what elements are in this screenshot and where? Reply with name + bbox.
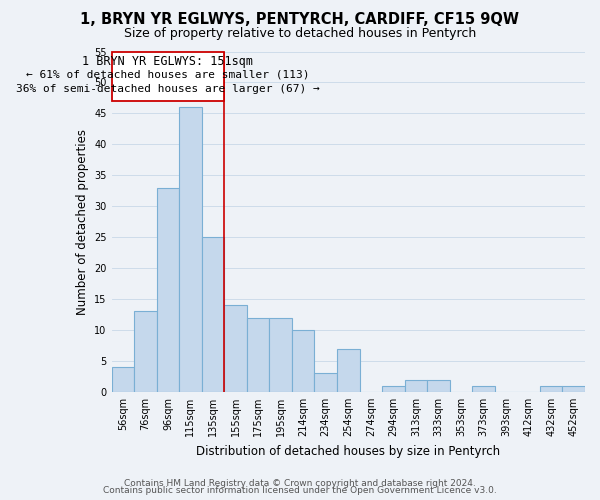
- Bar: [540, 386, 562, 392]
- Bar: [404, 380, 427, 392]
- Text: 1 BRYN YR EGLWYS: 151sqm: 1 BRYN YR EGLWYS: 151sqm: [82, 55, 253, 68]
- X-axis label: Distribution of detached houses by size in Pentyrch: Distribution of detached houses by size …: [196, 444, 500, 458]
- Bar: [472, 386, 495, 392]
- Y-axis label: Number of detached properties: Number of detached properties: [76, 128, 89, 314]
- Bar: [112, 367, 134, 392]
- Bar: [134, 312, 157, 392]
- Text: Contains public sector information licensed under the Open Government Licence v3: Contains public sector information licen…: [103, 486, 497, 495]
- Bar: [314, 374, 337, 392]
- Text: 1, BRYN YR EGLWYS, PENTYRCH, CARDIFF, CF15 9QW: 1, BRYN YR EGLWYS, PENTYRCH, CARDIFF, CF…: [80, 12, 520, 28]
- Bar: [112, 52, 224, 101]
- Text: Contains HM Land Registry data © Crown copyright and database right 2024.: Contains HM Land Registry data © Crown c…: [124, 478, 476, 488]
- Bar: [382, 386, 404, 392]
- Bar: [202, 237, 224, 392]
- Text: 36% of semi-detached houses are larger (67) →: 36% of semi-detached houses are larger (…: [16, 84, 320, 94]
- Text: Size of property relative to detached houses in Pentyrch: Size of property relative to detached ho…: [124, 28, 476, 40]
- Bar: [179, 107, 202, 392]
- Bar: [247, 318, 269, 392]
- Bar: [157, 188, 179, 392]
- Text: ← 61% of detached houses are smaller (113): ← 61% of detached houses are smaller (11…: [26, 70, 310, 80]
- Bar: [269, 318, 292, 392]
- Bar: [337, 348, 359, 392]
- Bar: [562, 386, 585, 392]
- Bar: [292, 330, 314, 392]
- Bar: [224, 306, 247, 392]
- Bar: [427, 380, 450, 392]
